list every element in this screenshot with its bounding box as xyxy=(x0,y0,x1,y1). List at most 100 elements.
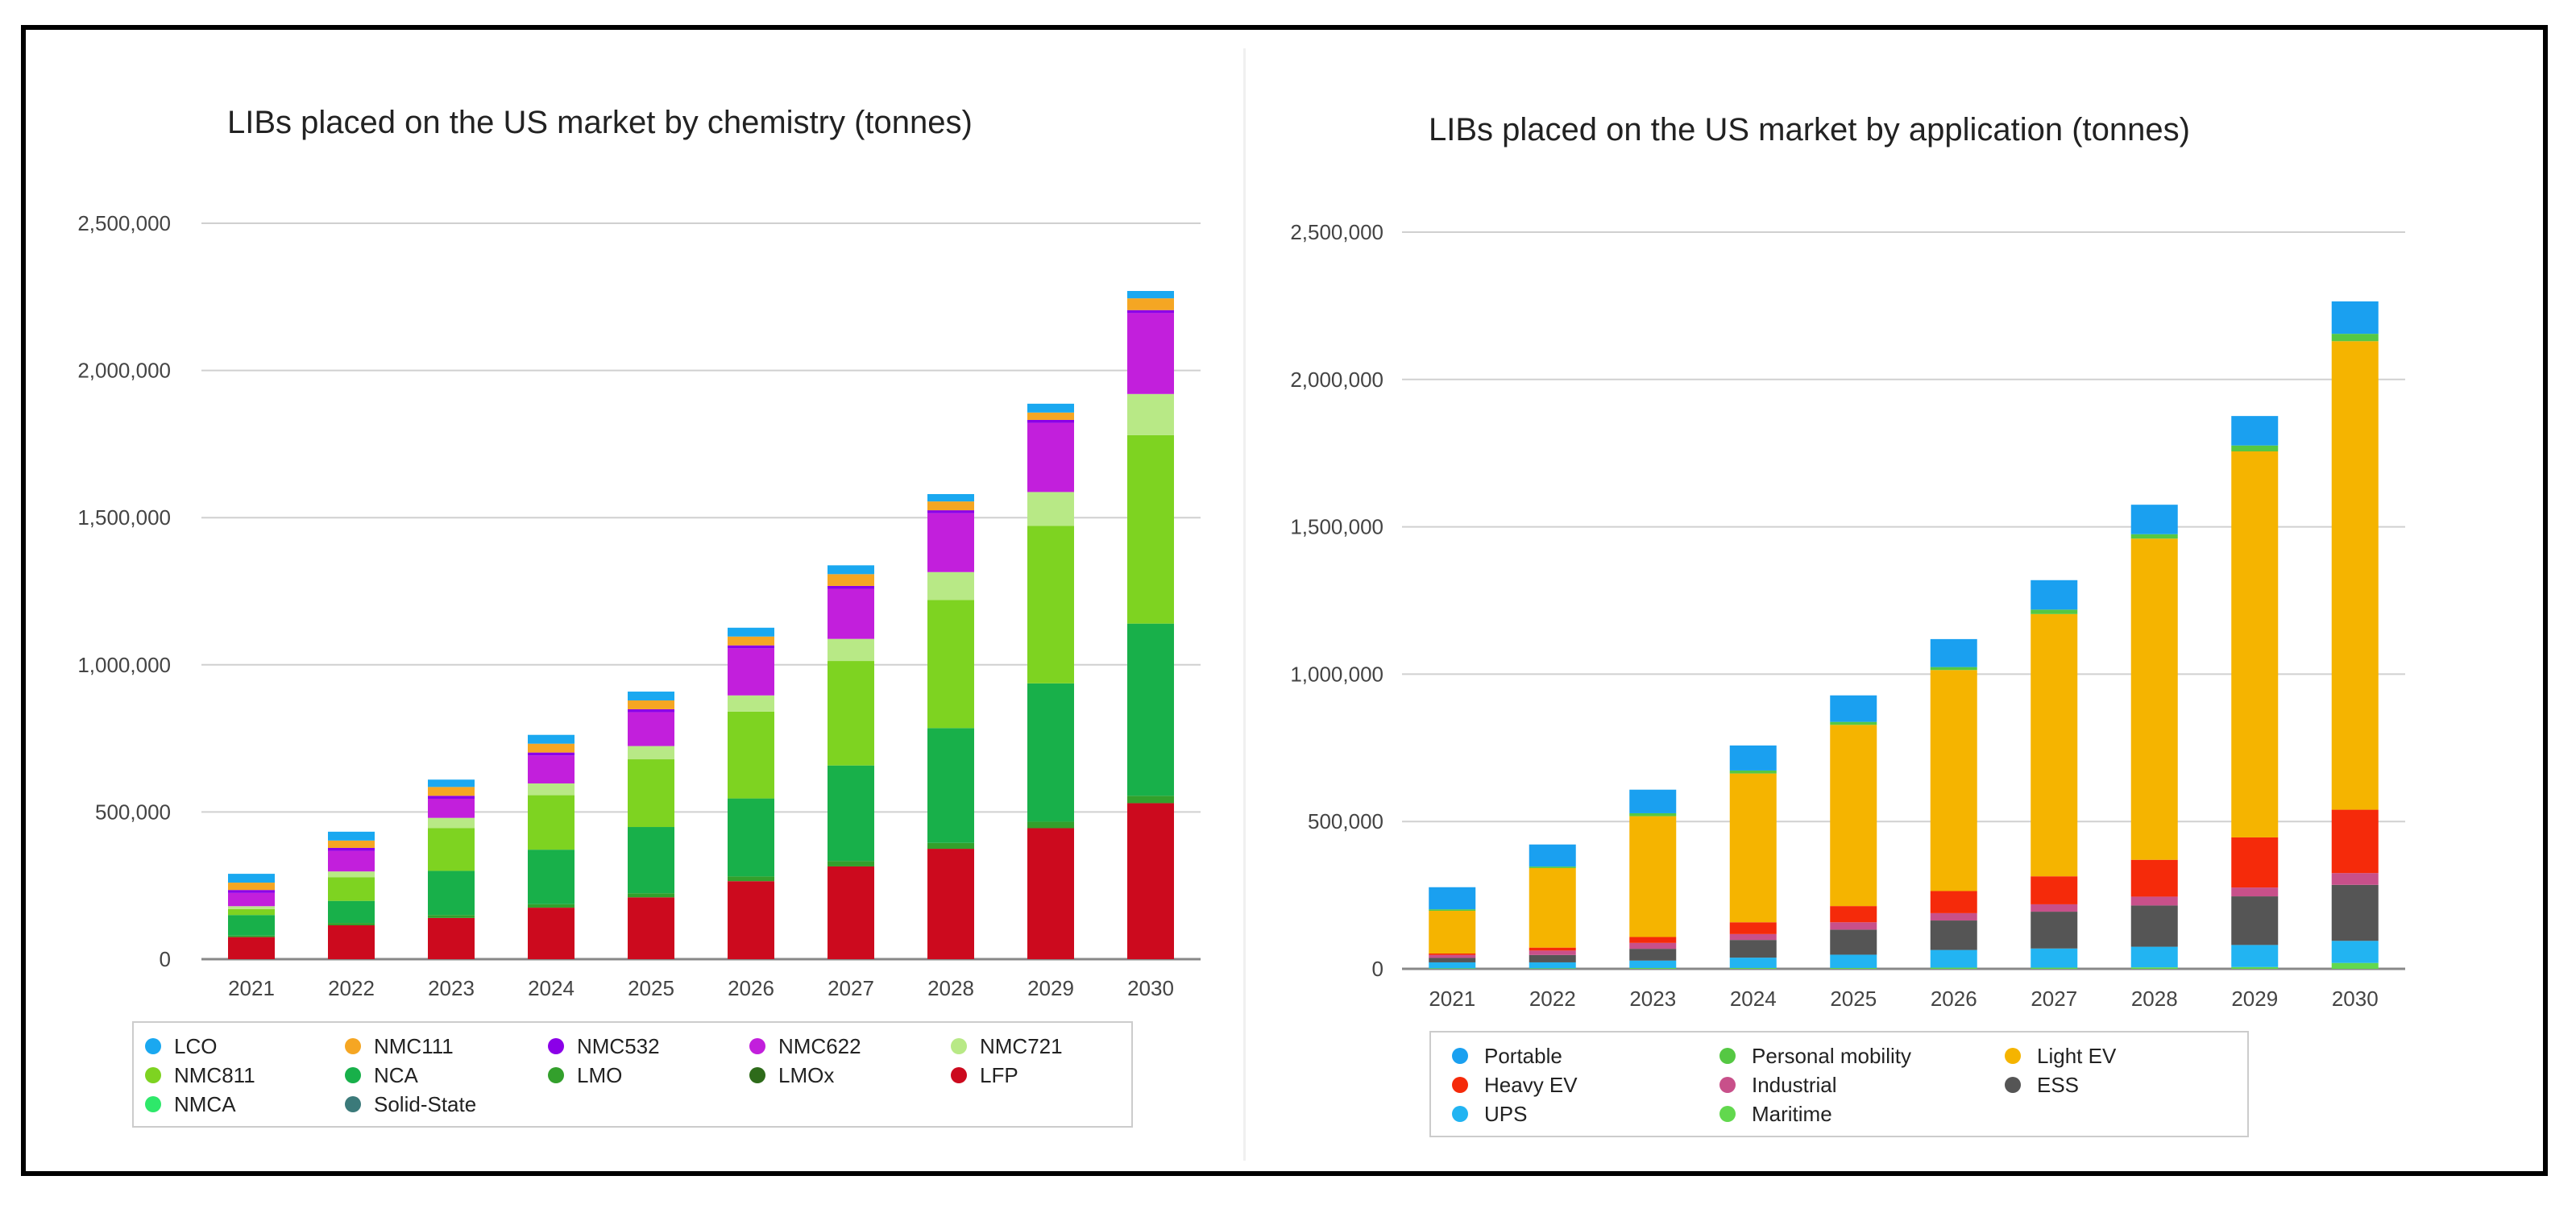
bar-segment-nmc622-2028 xyxy=(927,513,974,572)
y-tick-label: 2,000,000 xyxy=(1290,368,1383,392)
x-tick-label: 2023 xyxy=(428,976,475,1000)
bar-segment-light-ev-2029 xyxy=(2231,451,2279,837)
bar-segment-nmc622-2030 xyxy=(1127,313,1174,394)
x-tick-label: 2023 xyxy=(1629,987,1676,1011)
bar-segment-maritime-2026 xyxy=(1930,967,1977,969)
bar-segment-lmo-2028 xyxy=(927,842,974,850)
legend-swatch-nmca xyxy=(145,1096,161,1112)
legend-label-lco: LCO xyxy=(174,1034,217,1058)
bar-segment-nmc111-2025 xyxy=(628,700,674,709)
legend-label-industrial: Industrial xyxy=(1752,1073,1837,1097)
bar-segment-nmc111-2023 xyxy=(428,787,475,796)
legend-swatch-nmc811 xyxy=(145,1067,161,1083)
bar-segment-nmc532-2025 xyxy=(628,708,674,713)
bar-segment-lco-2029 xyxy=(1027,403,1074,413)
legend-swatch-personal-mobility xyxy=(1719,1048,1736,1064)
bar-segment-industrial-2030 xyxy=(2331,873,2379,885)
bar-segment-nmc111-2022 xyxy=(328,840,375,848)
legend-label-ups: UPS xyxy=(1484,1102,1527,1126)
bar-segment-portable-2028 xyxy=(2130,505,2178,534)
bar-segment-nmc532-2030 xyxy=(1127,310,1174,314)
bar-segment-nca-2029 xyxy=(1027,683,1074,822)
bar-segment-industrial-2023 xyxy=(1629,942,1677,949)
bar-segment-light-ev-2025 xyxy=(1830,725,1877,907)
x-tick-label: 2021 xyxy=(228,976,275,1000)
bar-segment-ess-2028 xyxy=(2130,905,2178,947)
bar-segment-heavy-ev-2029 xyxy=(2231,837,2279,888)
x-tick-label: 2030 xyxy=(1127,976,1174,1000)
x-tick-label: 2021 xyxy=(1429,987,1475,1011)
bar-segment-personal-mobility-2029 xyxy=(2231,445,2279,452)
legend-swatch-lmox xyxy=(749,1067,765,1083)
bar-segment-ups-2030 xyxy=(2331,941,2379,963)
bar-segment-nmc622-2023 xyxy=(428,798,475,818)
bar-segment-lco-2030 xyxy=(1127,290,1174,299)
bar-segment-heavy-ev-2027 xyxy=(2031,876,2078,904)
bar-segment-ups-2027 xyxy=(2031,948,2078,968)
bar-segment-lmo-2027 xyxy=(828,861,874,866)
bar-segment-maritime-2030 xyxy=(2331,962,2379,969)
bar-segment-nmc532-2029 xyxy=(1027,419,1074,423)
x-tick-label: 2028 xyxy=(927,976,974,1000)
bar-segment-nmc111-2024 xyxy=(528,743,575,753)
bar-segment-light-ev-2021 xyxy=(1429,910,1476,954)
bar-segment-lfp-2024 xyxy=(528,908,575,959)
bar-segment-light-ev-2028 xyxy=(2130,538,2178,860)
bar-segment-portable-2022 xyxy=(1529,844,1576,867)
chart-title: LIBs placed on the US market by applicat… xyxy=(1429,112,2190,148)
x-tick-label: 2026 xyxy=(728,976,774,1000)
bar-segment-nmc622-2029 xyxy=(1027,422,1074,492)
bar-segment-nmc622-2021 xyxy=(228,892,275,907)
bar-segment-personal-mobility-2025 xyxy=(1830,721,1877,725)
bar-segment-lfp-2029 xyxy=(1027,828,1074,959)
x-tick-label: 2025 xyxy=(628,976,674,1000)
x-tick-label: 2029 xyxy=(1027,976,1074,1000)
bar-segment-lco-2024 xyxy=(528,734,575,744)
y-tick-label: 2,500,000 xyxy=(77,211,171,235)
bar-segment-portable-2027 xyxy=(2031,580,2078,610)
bar-segment-portable-2026 xyxy=(1930,638,1977,667)
bar-segment-nmc721-2024 xyxy=(528,783,575,796)
bar-segment-nmc532-2022 xyxy=(328,847,375,851)
legend-label-nmc111: NMC111 xyxy=(374,1034,454,1058)
bar-segment-light-ev-2030 xyxy=(2331,341,2379,810)
y-tick-label: 1,000,000 xyxy=(1290,662,1383,686)
bar-segment-ess-2026 xyxy=(1930,920,1977,950)
bar-segment-maritime-2024 xyxy=(1729,967,1777,969)
bar-segment-nmc622-2025 xyxy=(628,712,674,746)
bar-segment-ups-2026 xyxy=(1930,949,1977,968)
bar-segment-light-ev-2023 xyxy=(1629,816,1677,937)
legend-swatch-ess xyxy=(2005,1077,2021,1093)
bar-segment-nca-2025 xyxy=(628,827,674,894)
bar-segment-heavy-ev-2028 xyxy=(2130,859,2178,897)
bar-segment-lmo-2030 xyxy=(1127,796,1174,804)
bar-segment-nmc811-2024 xyxy=(528,795,575,850)
x-tick-label: 2029 xyxy=(2231,987,2278,1011)
bar-segment-heavy-ev-2022 xyxy=(1529,947,1576,951)
bar-segment-industrial-2025 xyxy=(1830,922,1877,930)
bar-segment-ups-2029 xyxy=(2231,945,2279,967)
bar-segment-nmc811-2026 xyxy=(728,711,774,799)
chart-title: LIBs placed on the US market by chemistr… xyxy=(227,105,973,140)
bar-segment-lfp-2028 xyxy=(927,849,974,959)
legend-swatch-lco xyxy=(145,1038,161,1054)
x-tick-label: 2026 xyxy=(1931,987,1977,1011)
bar-segment-personal-mobility-2030 xyxy=(2331,334,2379,342)
bar-segment-nca-2023 xyxy=(428,871,475,916)
bar-segment-industrial-2026 xyxy=(1930,912,1977,921)
legend-swatch-light-ev xyxy=(2005,1048,2021,1064)
legend-swatch-maritime xyxy=(1719,1106,1736,1122)
bar-segment-nca-2024 xyxy=(528,850,575,904)
bar-segment-nca-2028 xyxy=(927,728,974,843)
x-tick-label: 2030 xyxy=(2332,987,2379,1011)
bar-segment-industrial-2027 xyxy=(2031,904,2078,912)
bar-segment-heavy-ev-2025 xyxy=(1830,906,1877,923)
legend-label-light-ev: Light EV xyxy=(2037,1044,2117,1068)
x-tick-label: 2028 xyxy=(2131,987,2178,1011)
bar-segment-lfp-2023 xyxy=(428,917,475,959)
bar-segment-lfp-2025 xyxy=(628,897,674,959)
bar-segment-lco-2023 xyxy=(428,779,475,787)
bar-segment-ups-2023 xyxy=(1629,960,1677,968)
bar-segment-personal-mobility-2021 xyxy=(1429,909,1476,911)
bar-segment-personal-mobility-2022 xyxy=(1529,866,1576,868)
